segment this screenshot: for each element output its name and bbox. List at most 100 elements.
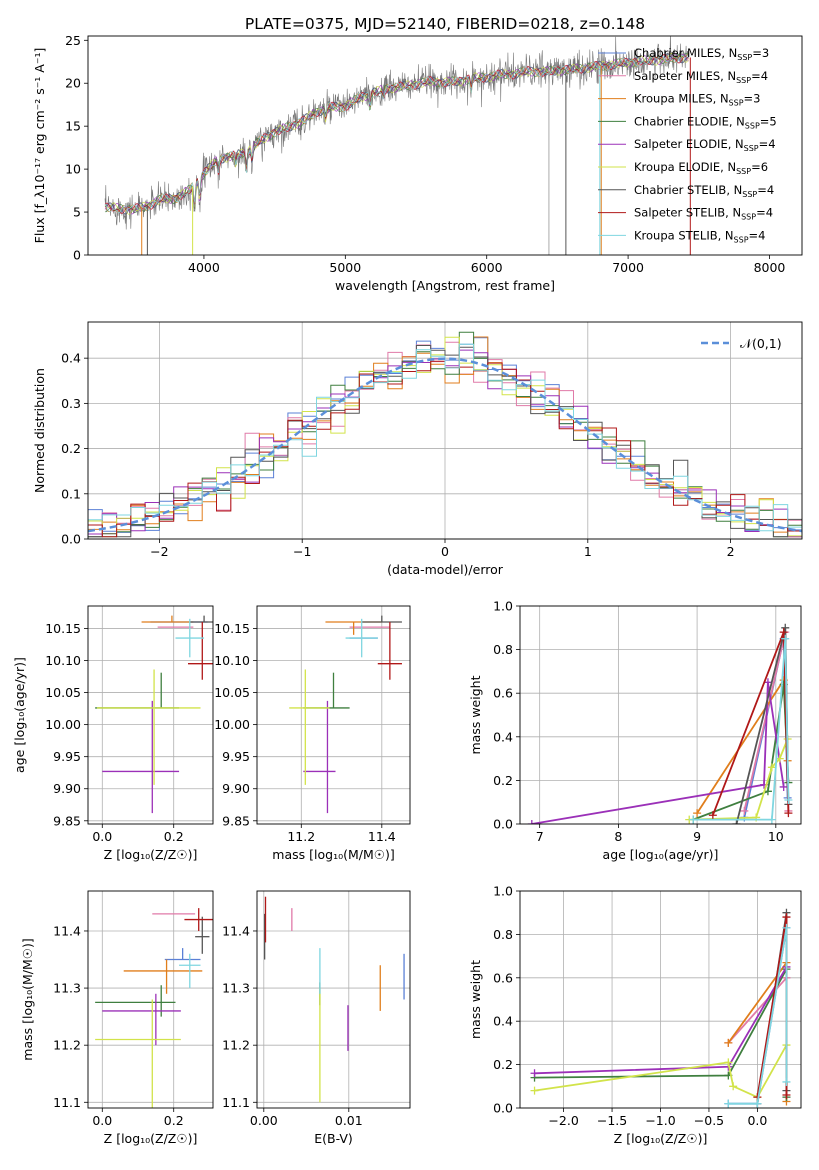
weight-marker bbox=[784, 796, 793, 805]
y-tick-label: 0.0 bbox=[493, 1101, 513, 1116]
x-axis-label: E(B-V) bbox=[314, 1131, 353, 1146]
legend-nssp: =6 bbox=[751, 160, 768, 174]
y-tick-label: 15 bbox=[65, 119, 81, 134]
axes-frame bbox=[87, 890, 214, 1109]
weight-marker bbox=[729, 1082, 738, 1091]
x-tick-label: 9 bbox=[693, 829, 701, 844]
y-tick-label: 9.85 bbox=[53, 813, 81, 828]
x-tick-label: 1 bbox=[584, 544, 592, 559]
legend-subscript: SSP bbox=[742, 190, 757, 199]
weight-marker bbox=[784, 809, 793, 818]
axes-age_vs_Z: 0.0 0.2 9.85 9.90 9.95 10.00 10.05 10.10 10.15 Z … bbox=[12, 605, 214, 862]
x-tick-label: 7 bbox=[536, 829, 544, 844]
model-spectrum bbox=[104, 53, 689, 215]
x-tick-label: 0.0 bbox=[747, 1113, 767, 1128]
legend-nssp: =4 bbox=[759, 137, 776, 151]
axes-frame bbox=[256, 890, 411, 1109]
weight-marker bbox=[732, 820, 741, 824]
plot-area bbox=[88, 331, 802, 539]
plot-area bbox=[289, 615, 402, 814]
legend-nssp: =4 bbox=[757, 183, 774, 197]
y-tick-label: 10.10 bbox=[214, 653, 250, 668]
legend-subscript: SSP bbox=[737, 53, 752, 62]
x-axis-label: Z [log₁₀(Z/Z☉)] bbox=[104, 847, 198, 862]
model-spectrum bbox=[104, 54, 689, 213]
legend-subscript: SSP bbox=[736, 76, 751, 85]
y-tick-label: 11.4 bbox=[53, 923, 81, 938]
weight-marker bbox=[782, 913, 791, 922]
plot-area bbox=[104, 36, 691, 255]
legend-entry: Salpeter STELIB, NSSP=4 bbox=[634, 206, 773, 222]
weight-marker bbox=[530, 1086, 539, 1095]
legend-nssp: =4 bbox=[749, 228, 766, 242]
legend-subscript: SSP bbox=[736, 167, 751, 176]
weight-marker bbox=[767, 763, 776, 772]
weight-marker bbox=[708, 811, 717, 820]
x-tick-label: −1.0 bbox=[645, 1113, 675, 1128]
y-tick-label: 9.95 bbox=[53, 749, 81, 764]
y-tick-label: 10 bbox=[65, 162, 81, 177]
x-tick-label: 11.2 bbox=[287, 829, 315, 844]
axes-frame bbox=[87, 321, 803, 540]
plot-area bbox=[530, 908, 791, 1108]
y-tick-label: 9.90 bbox=[53, 781, 81, 796]
x-axis-label: (data-model)/error bbox=[387, 562, 504, 577]
weight-series-line bbox=[728, 927, 788, 1105]
weight-marker bbox=[724, 1038, 733, 1047]
y-tick-label: 1.0 bbox=[493, 599, 513, 614]
y-axis-label: Flux [f_λ10⁻¹⁷ erg cm⁻² s⁻¹ A⁻¹] bbox=[32, 48, 47, 244]
x-tick-label: −1 bbox=[293, 544, 311, 559]
axes-frame bbox=[87, 35, 803, 256]
y-tick-label: 11.3 bbox=[222, 981, 250, 996]
x-axis-label: age [log₁₀(age/yr)] bbox=[603, 847, 719, 862]
legend-subscript: SSP bbox=[745, 121, 760, 130]
x-axis-label: wavelength [Angstrom, rest frame] bbox=[335, 278, 555, 293]
normal-reference-curve bbox=[88, 357, 802, 533]
x-tick-label: 0.0 bbox=[92, 829, 112, 844]
x-tick-label: 0.2 bbox=[164, 829, 184, 844]
legend-entry: Chabrier ELODIE, NSSP=5 bbox=[634, 114, 777, 130]
x-tick-label: 0.0 bbox=[92, 1113, 112, 1128]
weight-marker bbox=[782, 1077, 791, 1086]
axes-frame bbox=[519, 890, 802, 1109]
y-tick-label: 0.4 bbox=[493, 729, 513, 744]
y-tick-label: 20 bbox=[65, 76, 81, 91]
y-tick-label: 10.00 bbox=[214, 717, 250, 732]
axes-weight_vs_Z: −2.0 −1.5 −1.0 −0.5 0.0 0.0 0.2 0.4 0.6 0.8 1.0 Z [… bbox=[468, 884, 802, 1146]
plot-area bbox=[95, 615, 213, 814]
legend-nssp: =3 bbox=[744, 92, 761, 106]
y-tick-label: 11.1 bbox=[53, 1095, 81, 1110]
y-tick-label: 0.2 bbox=[61, 441, 81, 456]
y-axis-label: mass weight bbox=[468, 960, 483, 1039]
y-tick-label: 0.4 bbox=[61, 351, 81, 366]
legend-subscript: SSP bbox=[741, 213, 756, 222]
legend-nssp: =4 bbox=[756, 206, 773, 220]
y-tick-label: 10.15 bbox=[214, 621, 250, 636]
axes-mass_vs_Z: 0.0 0.2 11.1 11.2 11.3 11.4 Z [log₁₀(Z/Z☉)] mas… bbox=[20, 890, 214, 1146]
legend-nssp: =5 bbox=[760, 114, 777, 128]
x-tick-label: 0.00 bbox=[250, 1113, 278, 1128]
x-tick-label: −2 bbox=[150, 544, 168, 559]
weight-marker bbox=[724, 1099, 733, 1108]
model-spectrum bbox=[104, 54, 689, 214]
y-tick-label: 0.6 bbox=[493, 686, 513, 701]
y-tick-label: 0.8 bbox=[493, 927, 513, 942]
weight-marker bbox=[530, 1069, 539, 1078]
weight-marker bbox=[781, 634, 790, 643]
legend-subscript: SSP bbox=[729, 99, 744, 108]
x-tick-label: 11.4 bbox=[368, 829, 396, 844]
x-tick-label: 2 bbox=[727, 544, 735, 559]
y-tick-label: 10.05 bbox=[45, 685, 81, 700]
legend-nssp: =3 bbox=[752, 46, 769, 60]
legend-entry: Chabrier STELIB, NSSP=4 bbox=[634, 183, 774, 199]
y-tick-label: 0.2 bbox=[493, 773, 513, 788]
weight-series-line bbox=[531, 682, 785, 824]
y-tick-label: 0.8 bbox=[493, 642, 513, 657]
axes-frame bbox=[87, 605, 214, 825]
y-axis-label: age [log₁₀(age/yr)] bbox=[12, 657, 27, 773]
weight-series-line bbox=[693, 638, 790, 821]
y-tick-label: 0.2 bbox=[493, 1057, 513, 1072]
x-tick-label: 7000 bbox=[612, 260, 644, 275]
legend-entry: Kroupa ELODIE, NSSP=6 bbox=[634, 160, 768, 176]
